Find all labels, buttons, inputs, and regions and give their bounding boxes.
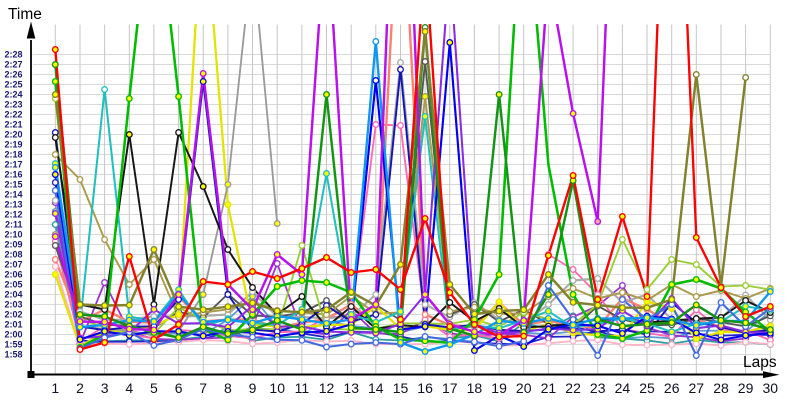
svg-text:2: 2 xyxy=(76,380,84,396)
svg-text:2:28: 2:28 xyxy=(4,50,22,60)
svg-text:24: 24 xyxy=(615,380,631,396)
svg-text:17: 17 xyxy=(442,380,458,396)
svg-text:2:16: 2:16 xyxy=(4,170,22,180)
svg-text:2:07: 2:07 xyxy=(4,260,22,270)
svg-text:2:10: 2:10 xyxy=(4,230,22,240)
svg-text:1: 1 xyxy=(51,380,59,396)
svg-text:1:59: 1:59 xyxy=(4,340,22,350)
svg-text:13: 13 xyxy=(343,380,359,396)
svg-text:8: 8 xyxy=(224,380,232,396)
svg-text:2:08: 2:08 xyxy=(4,250,22,260)
svg-text:29: 29 xyxy=(738,380,754,396)
svg-text:21: 21 xyxy=(541,380,557,396)
svg-text:4: 4 xyxy=(125,380,133,396)
svg-text:2:02: 2:02 xyxy=(4,310,22,320)
svg-text:2:14: 2:14 xyxy=(4,190,22,200)
svg-text:2:06: 2:06 xyxy=(4,270,22,280)
svg-text:30: 30 xyxy=(763,380,779,396)
svg-text:2:05: 2:05 xyxy=(4,280,22,290)
svg-text:2:18: 2:18 xyxy=(4,150,22,160)
svg-text:Laps: Laps xyxy=(743,354,777,371)
svg-text:22: 22 xyxy=(565,380,581,396)
svg-text:2:27: 2:27 xyxy=(4,60,22,70)
svg-text:2:12: 2:12 xyxy=(4,210,22,220)
svg-text:6: 6 xyxy=(175,380,183,396)
svg-text:25: 25 xyxy=(639,380,655,396)
svg-text:9: 9 xyxy=(249,380,257,396)
svg-text:12: 12 xyxy=(319,380,335,396)
svg-text:15: 15 xyxy=(393,380,409,396)
svg-text:2:24: 2:24 xyxy=(4,90,22,100)
svg-text:7: 7 xyxy=(199,380,207,396)
svg-text:23: 23 xyxy=(590,380,606,396)
svg-text:28: 28 xyxy=(713,380,729,396)
svg-text:5: 5 xyxy=(150,380,158,396)
svg-text:2:01: 2:01 xyxy=(4,320,22,330)
svg-text:11: 11 xyxy=(295,380,310,396)
svg-text:2:19: 2:19 xyxy=(4,140,22,150)
svg-text:18: 18 xyxy=(467,380,483,396)
svg-text:1:58: 1:58 xyxy=(4,350,22,360)
svg-text:2:22: 2:22 xyxy=(4,110,22,120)
svg-text:14: 14 xyxy=(368,380,384,396)
svg-text:2:26: 2:26 xyxy=(4,70,22,80)
svg-text:2:09: 2:09 xyxy=(4,240,22,250)
svg-text:2:11: 2:11 xyxy=(5,220,23,230)
svg-text:20: 20 xyxy=(516,380,532,396)
svg-text:26: 26 xyxy=(664,380,680,396)
svg-text:27: 27 xyxy=(689,380,705,396)
svg-text:2:00: 2:00 xyxy=(4,330,22,340)
svg-text:2:15: 2:15 xyxy=(4,180,22,190)
svg-text:19: 19 xyxy=(491,380,507,396)
svg-text:Time: Time xyxy=(8,6,42,23)
svg-text:10: 10 xyxy=(269,380,285,396)
svg-text:2:25: 2:25 xyxy=(4,80,22,90)
svg-text:2:17: 2:17 xyxy=(4,160,22,170)
svg-text:3: 3 xyxy=(101,380,109,396)
svg-text:2:04: 2:04 xyxy=(4,290,22,300)
svg-text:2:21: 2:21 xyxy=(4,120,22,130)
svg-text:16: 16 xyxy=(417,380,433,396)
svg-text:2:20: 2:20 xyxy=(4,130,22,140)
svg-text:2:03: 2:03 xyxy=(4,300,22,310)
svg-text:2:13: 2:13 xyxy=(4,200,22,210)
svg-text:2:23: 2:23 xyxy=(4,100,22,110)
